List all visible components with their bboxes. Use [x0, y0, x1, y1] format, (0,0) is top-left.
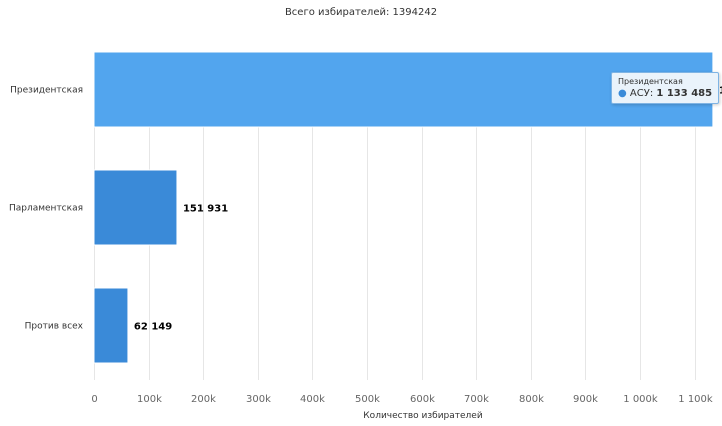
tooltip-category: Президентская: [618, 77, 683, 86]
category-label: Парламентская: [9, 204, 83, 214]
x-tick-label: 800k: [519, 394, 544, 405]
x-tick-label: 0: [91, 394, 97, 405]
x-tick-label: 1 000k: [623, 394, 658, 405]
category-labels: Президентская Парламентская Против всех: [9, 86, 84, 332]
chart-title: Всего избирателей: 1394242: [285, 7, 437, 18]
x-tick-label: 1 100k: [678, 394, 713, 405]
category-label: Президентская: [10, 86, 83, 96]
series-dot-icon: ●: [618, 88, 627, 99]
x-axis-title: Количество избирателей: [363, 411, 483, 421]
bar: [93, 51, 714, 128]
bar: [93, 287, 129, 364]
x-tick-label: 100k: [137, 394, 162, 405]
tooltip: Президентская ● АСУ: 1 133 485: [611, 72, 720, 104]
bar: [93, 169, 178, 246]
tooltip-series: АСУ: [629, 88, 650, 99]
data-labels: 1 133 485 151 931 62 149: [134, 86, 722, 333]
x-tick-label: 900k: [573, 394, 598, 405]
data-label: 62 149: [134, 322, 172, 333]
x-tick-label: 200k: [191, 394, 216, 405]
data-label: 151 931: [183, 204, 228, 215]
x-tick-labels: 0 100k 200k 300k 400k 500k 600k 700k 800k 900k 1 0…: [91, 394, 713, 405]
category-label: Против всех: [25, 322, 84, 332]
x-tick-label: 500k: [355, 394, 380, 405]
x-tick-label: 600k: [410, 394, 435, 405]
data-label: 1 133 485: [719, 86, 722, 97]
x-tick-label: 300k: [246, 394, 271, 405]
tooltip-value: 1 133 485: [656, 88, 713, 99]
bars: [93, 51, 714, 364]
x-tick-label: 700k: [464, 394, 489, 405]
x-tick-label: 400k: [300, 394, 325, 405]
